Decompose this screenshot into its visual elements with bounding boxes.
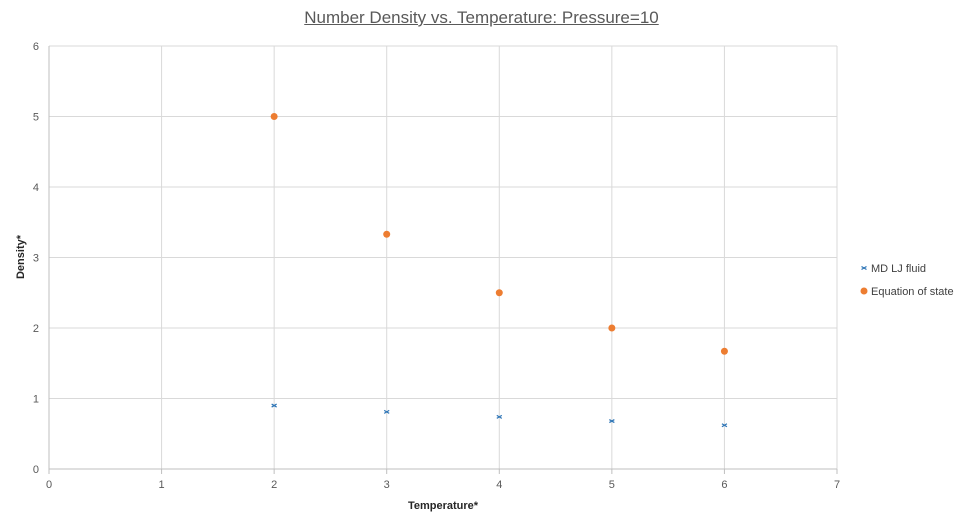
eos-point: [608, 324, 616, 332]
x-tick-label: 6: [721, 479, 727, 491]
md-point: [383, 409, 390, 414]
x-tick-label: 5: [609, 479, 615, 491]
y-tick-label: 4: [33, 182, 39, 194]
y-tick-label: 0: [33, 464, 39, 476]
eos-point: [270, 113, 278, 120]
md-point: [609, 419, 615, 424]
x-axis-title: Temperature*: [408, 500, 479, 512]
axes: [48, 46, 838, 474]
y-tick-label: 6: [33, 41, 39, 53]
legend-label: Equation of state: [871, 286, 954, 298]
grid-lines: [49, 45, 838, 469]
x-tick-label: 4: [496, 479, 502, 491]
legend-marker: [860, 287, 868, 295]
y-axis-title: Density*: [15, 234, 27, 279]
legend-label: MD LJ fluid: [871, 263, 926, 275]
x-tick-label: 2: [271, 479, 277, 491]
y-tick-label: 1: [33, 394, 39, 406]
x-tick-label: 3: [384, 479, 390, 491]
x-tick-label: 1: [159, 479, 165, 491]
y-tick-label: 3: [33, 253, 39, 265]
x-tick-label: 0: [46, 479, 52, 491]
eos-point: [720, 347, 728, 355]
eos-point: [495, 289, 503, 297]
chart-title: Number Density vs. Temperature: Pressure…: [304, 8, 659, 27]
data-points: [270, 113, 728, 428]
md-point: [721, 423, 728, 428]
tick-labels: 0 1 2 3 4 5 6 7 0 1 2 3 4 5 6: [33, 41, 840, 491]
md-point: [496, 414, 503, 419]
md-point: [271, 403, 277, 408]
legend: MD LJ fluid Equation of state: [860, 263, 954, 298]
y-tick-label: 2: [33, 323, 39, 335]
eos-point: [383, 230, 391, 238]
legend-marker: [861, 265, 867, 271]
y-tick-label: 5: [33, 112, 39, 124]
x-tick-label: 7: [834, 479, 840, 491]
